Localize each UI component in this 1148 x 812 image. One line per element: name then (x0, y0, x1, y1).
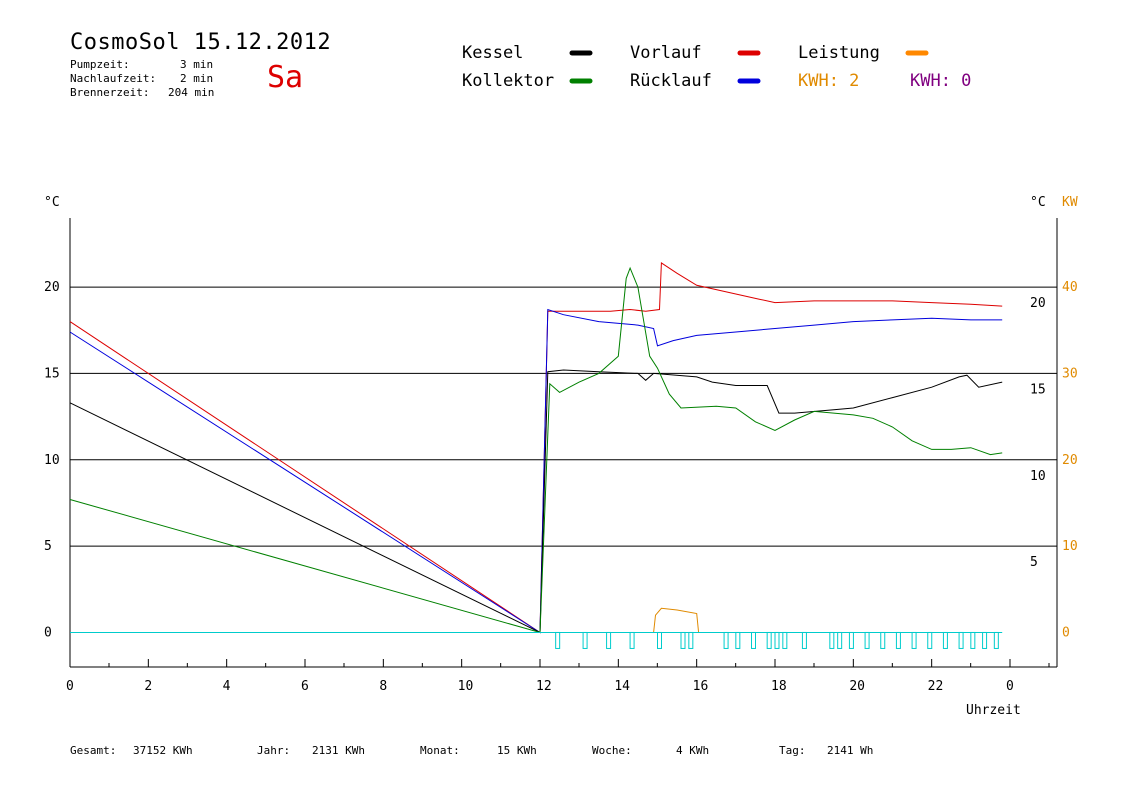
footer-woche-value: 4 KWh (676, 744, 710, 757)
pump-pulse-23 (958, 631, 964, 649)
series-vorlauf (69, 261, 1003, 634)
x-axis-label: Uhrzeit (966, 703, 1021, 718)
pump-pulse-11 (774, 631, 780, 649)
x-tick-label-12: 0 (1006, 679, 1014, 694)
pump-pulse-14 (829, 631, 835, 649)
kw-tick-label-40: 40 (1062, 280, 1078, 295)
left-tick-label-15: 15 (44, 366, 60, 381)
stat-pumpzeit-value: 3 min (180, 58, 214, 71)
pump-pulse-7 (723, 631, 729, 649)
left-tick-label-5: 5 (44, 539, 52, 554)
x-tick-label-3: 6 (301, 679, 309, 694)
stat-pumpzeit-label: Pumpzeit: (70, 58, 130, 71)
legend-ruecklauf-label: Rücklauf (630, 71, 712, 91)
x-tick-label-4: 8 (379, 679, 387, 694)
right-tick-label-10: 10 (1030, 469, 1046, 484)
footer-tag-value: 2141 Wh (827, 744, 874, 757)
x-tick-label-8: 16 (693, 679, 709, 694)
pump-pulse-26 (993, 631, 999, 649)
stat-brennerzeit-label: Brennerzeit: (70, 86, 150, 99)
series-kessel (69, 369, 1003, 634)
footer-gesamt-value: 37152 KWh (133, 744, 193, 757)
series-kollektor (69, 266, 1003, 634)
x-tick-label-1: 2 (144, 679, 152, 694)
legend-leistung-label: Leistung (798, 43, 880, 63)
kw-axis-unit: KW (1062, 195, 1078, 210)
right-tick-label-20: 20 (1030, 296, 1046, 311)
right-tick-label-5: 5 (1030, 555, 1038, 570)
pump-pulse-6 (688, 631, 694, 649)
pump-pulse-17 (864, 631, 870, 649)
footer-monat-label: Monat: (420, 744, 460, 757)
pump-pulse-20 (911, 631, 917, 649)
pump-pulse-0 (555, 631, 561, 649)
pump-pulse-5 (680, 631, 686, 649)
pump-pulse-8 (735, 631, 741, 649)
right-axis-unit: °C (1030, 195, 1046, 210)
footer-monat-value: 15 KWh (497, 744, 537, 757)
left-tick-label-20: 20 (44, 280, 60, 295)
stat-nachlaufzeit-label: Nachlaufzeit: (70, 72, 157, 85)
pump-pulse-3 (629, 631, 635, 649)
pump-pulse-15 (837, 631, 843, 649)
x-tick-label-9: 18 (771, 679, 787, 694)
pump-pulse-1 (582, 631, 588, 649)
legend-kessel-label: Kessel (462, 43, 524, 63)
pump-pulse-9 (751, 631, 756, 649)
pump-pulse-22 (942, 631, 948, 649)
kw-tick-label-30: 30 (1062, 366, 1078, 381)
stat-nachlaufzeit-value: 2 min (180, 72, 214, 85)
kw-tick-label-10: 10 (1062, 539, 1078, 554)
kwh-other: KWH: 0 (910, 71, 972, 91)
pump-pulse-13 (801, 631, 807, 649)
pump-pulse-2 (606, 631, 612, 649)
pump-pulse-16 (848, 631, 854, 649)
footer-gesamt-label: Gesamt: (70, 744, 117, 757)
footer-tag-label: Tag: (779, 744, 806, 757)
x-tick-label-11: 22 (928, 679, 944, 694)
kw-tick-label-20: 20 (1062, 453, 1078, 468)
stat-brennerzeit-value: 204 min (168, 86, 215, 99)
pump-pulse-24 (970, 631, 976, 649)
kw-tick-label-0: 0 (1062, 625, 1070, 640)
footer-jahr-label: Jahr: (257, 744, 291, 757)
x-tick-label-10: 20 (849, 679, 865, 694)
series-rcklauf (69, 308, 1003, 634)
pump-pulse-4 (657, 631, 662, 649)
left-tick-label-10: 10 (44, 453, 60, 468)
pump-pulse-21 (927, 631, 933, 649)
series-leistung (653, 607, 700, 633)
kwh-leistung: KWH: 2 (798, 71, 860, 91)
right-tick-label-15: 15 (1030, 382, 1046, 397)
left-tick-label-0: 0 (44, 625, 52, 640)
x-tick-label-2: 4 (223, 679, 231, 694)
legend-vorlauf-label: Vorlauf (630, 43, 702, 63)
x-tick-label-5: 10 (458, 679, 474, 694)
x-tick-label-0: 0 (66, 679, 74, 694)
pump-pulse-12 (782, 631, 788, 649)
pump-pulse-18 (880, 631, 886, 649)
day-label: Sa (267, 60, 304, 95)
x-tick-label-6: 12 (536, 679, 552, 694)
footer-jahr-value: 2131 KWh (312, 744, 365, 757)
x-tick-label-7: 14 (614, 679, 630, 694)
footer-woche-label: Woche: (592, 744, 632, 757)
legend-kollektor-label: Kollektor (462, 71, 555, 91)
page-title: CosmoSol 15.12.2012 (70, 30, 332, 55)
pump-pulse-25 (982, 631, 988, 649)
left-axis-unit: °C (44, 195, 60, 210)
pump-pulse-19 (895, 631, 901, 649)
pump-pulse-10 (766, 631, 772, 649)
